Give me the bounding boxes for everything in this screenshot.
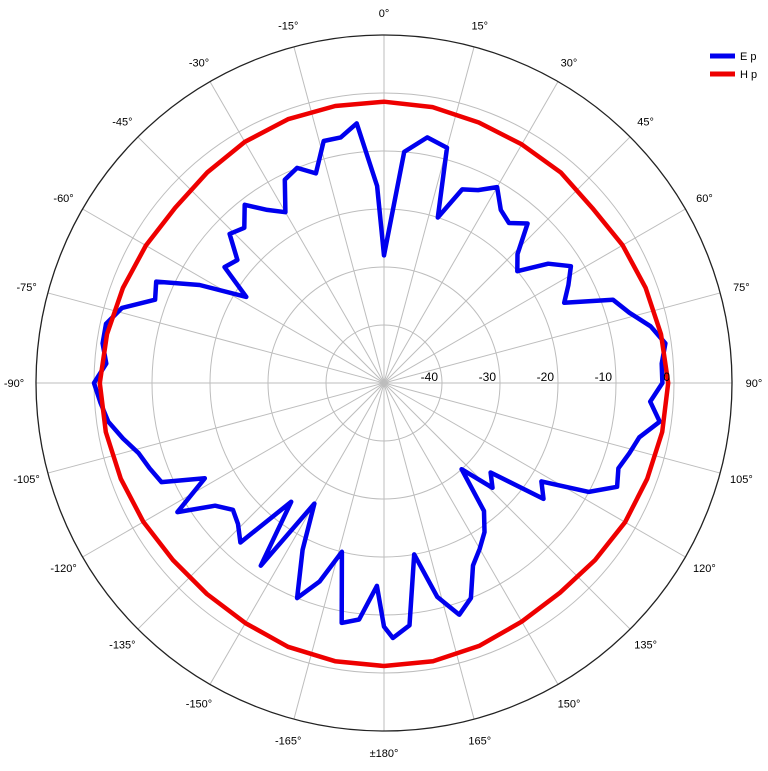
- grid-spoke: [209, 382, 385, 685]
- angle-tick-label: 165°: [468, 735, 491, 747]
- grid-spoke: [82, 208, 385, 384]
- angle-tick-label: -105°: [13, 474, 39, 486]
- angle-tick-label: 150°: [558, 698, 581, 710]
- angle-tick-label: 45°: [637, 116, 654, 128]
- angle-tick-label: -90°: [4, 378, 24, 390]
- angle-tick-label: 120°: [693, 563, 716, 575]
- angle-tick-label: 0°: [379, 8, 390, 20]
- radial-tick-label: -40: [421, 370, 439, 384]
- series-line-h-p: [97, 99, 671, 669]
- grid-spoke: [47, 382, 385, 474]
- grid-spoke: [82, 382, 385, 558]
- radial-tick-label: -10: [595, 370, 613, 384]
- angle-tick-label: 90°: [746, 378, 763, 390]
- grid-spoke: [383, 382, 559, 685]
- legend-label: H p: [740, 69, 757, 81]
- grid-spoke: [47, 292, 385, 384]
- angle-tick-label: ±180°: [370, 748, 399, 760]
- angle-tick-label: 15°: [471, 21, 488, 33]
- label-group: 0° 15° 30° 45° 60° 75° 90° 105° 120° 135° 150° 165°…: [4, 8, 762, 760]
- grid-spoke: [383, 382, 475, 720]
- angle-tick-label: 30°: [561, 58, 578, 70]
- radial-tick-label: 0: [663, 370, 670, 384]
- grid-spoke: [383, 81, 559, 384]
- angle-tick-label: 105°: [730, 474, 753, 486]
- angle-tick-label: -135°: [109, 640, 135, 652]
- angle-tick-label: -75°: [16, 282, 36, 294]
- outer-ring: [35, 34, 733, 732]
- grid-spoke: [209, 81, 385, 384]
- series-line-e-p: [91, 121, 668, 641]
- grid-spoke: [383, 382, 721, 474]
- angle-tick-label: -120°: [50, 563, 76, 575]
- legend: E p H p: [710, 51, 757, 81]
- grid-spoke: [383, 208, 686, 384]
- grid-spoke: [383, 292, 721, 384]
- angle-tick-label: 60°: [696, 193, 713, 205]
- grid-spoke: [293, 46, 385, 384]
- grid-spoke: [137, 382, 385, 630]
- grid-spoke: [137, 136, 385, 384]
- grid-spoke: [383, 46, 475, 384]
- angle-tick-label: -30°: [189, 58, 209, 70]
- series-group: [91, 99, 671, 669]
- angle-tick-label: 135°: [634, 640, 657, 652]
- angle-tick-label: -165°: [275, 735, 301, 747]
- grid-spoke: [383, 382, 631, 630]
- angle-tick-label: 75°: [733, 282, 750, 294]
- angle-tick-label: -15°: [278, 21, 298, 33]
- legend-label: E p: [740, 51, 757, 63]
- angle-tick-label: -45°: [112, 116, 132, 128]
- grid-spoke: [293, 382, 385, 720]
- angle-tick-label: -60°: [53, 193, 73, 205]
- grid-spoke: [383, 382, 686, 558]
- grid-spoke: [383, 136, 631, 384]
- angle-tick-label: -150°: [186, 698, 212, 710]
- radial-tick-label: -30: [479, 370, 497, 384]
- radial-tick-label: -20: [537, 370, 555, 384]
